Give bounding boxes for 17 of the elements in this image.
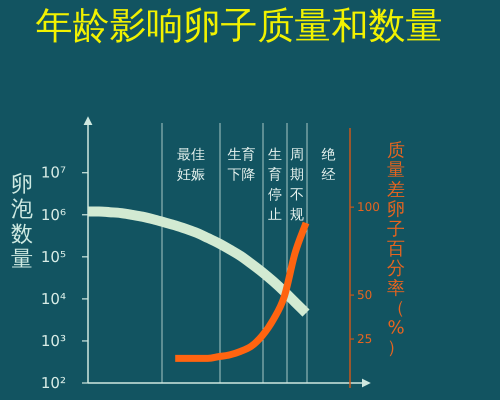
y2-tick-label: 100 (357, 200, 380, 214)
y-tick-label: 10⁷ (40, 164, 66, 182)
y-tick-label: 10⁶ (40, 206, 66, 224)
annotation: 生育下降 (228, 147, 256, 183)
y2-tick-label: 50 (357, 288, 372, 302)
y-axis-title: 卵泡数量 (11, 172, 33, 272)
chart-title: 年龄影响卵子质量和数量 (36, 4, 442, 47)
y-tick-label: 10² (40, 374, 66, 392)
y2-axis-title: 质量差卵子百分率（%） (387, 140, 405, 358)
y2-tick-label: 25 (357, 332, 372, 346)
y-tick-label: 10⁵ (40, 248, 66, 266)
y-tick-label: 10³ (40, 332, 66, 350)
annotation: 最佳妊娠 (177, 147, 205, 183)
annotation: 周期不规 (290, 147, 304, 223)
annotation: 绝经 (322, 147, 336, 183)
y-tick-label: 10⁴ (40, 290, 66, 308)
annotation: 生育停止 (268, 147, 282, 223)
